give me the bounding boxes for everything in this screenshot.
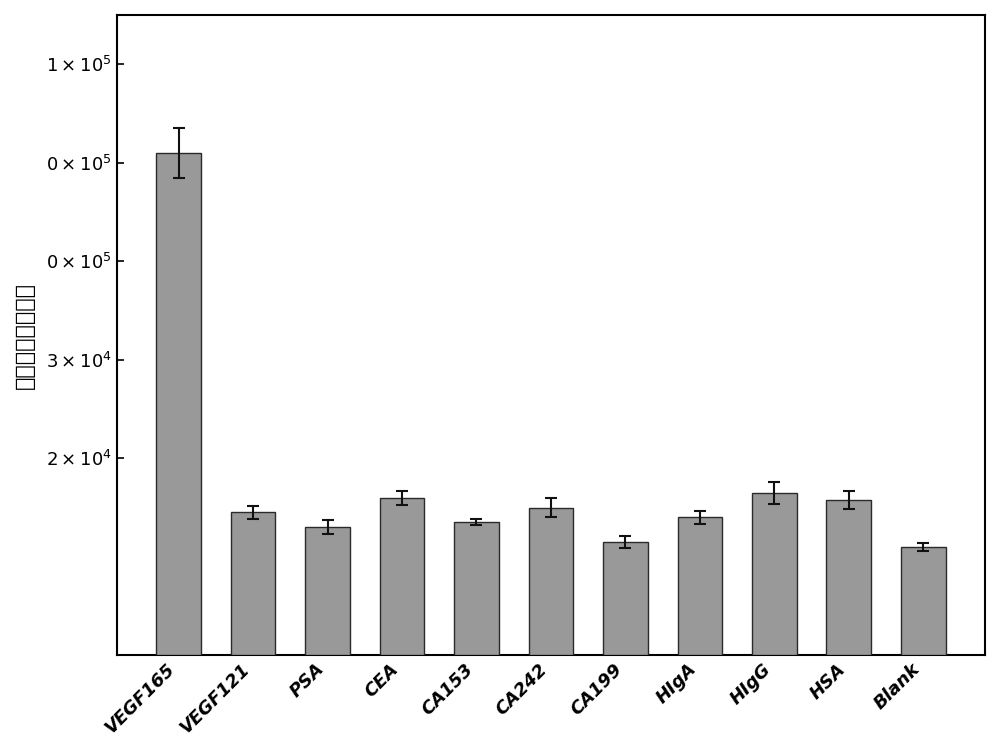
Bar	[826, 499, 871, 655]
Bar	[752, 493, 797, 655]
Bar	[678, 517, 722, 655]
Y-axis label: 最大相对发光单位: 最大相对发光单位	[15, 282, 35, 389]
Bar	[529, 508, 573, 655]
Bar	[305, 527, 350, 655]
Bar	[231, 512, 275, 655]
Bar	[901, 547, 946, 655]
Bar	[603, 542, 648, 655]
Bar	[156, 153, 201, 655]
Bar	[380, 498, 424, 655]
Bar	[454, 523, 499, 655]
